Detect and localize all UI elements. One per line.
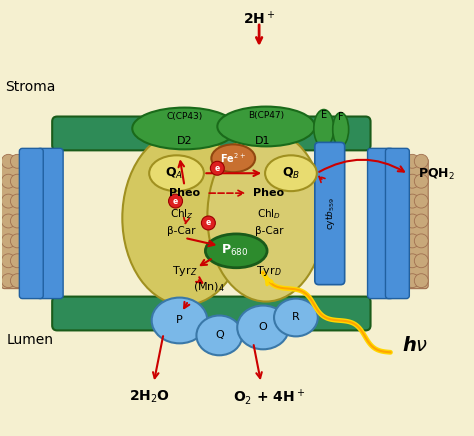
Circle shape (414, 154, 428, 168)
Circle shape (414, 214, 428, 228)
Circle shape (10, 254, 24, 268)
Text: β-Car: β-Car (167, 226, 196, 236)
Ellipse shape (274, 299, 318, 337)
FancyBboxPatch shape (405, 158, 428, 289)
Circle shape (10, 194, 24, 208)
Circle shape (405, 234, 419, 248)
FancyBboxPatch shape (385, 148, 410, 299)
Text: β-Car: β-Car (255, 226, 283, 236)
Circle shape (10, 274, 24, 288)
Circle shape (10, 214, 24, 228)
Text: Tyr$_Z$: Tyr$_Z$ (172, 264, 197, 278)
Ellipse shape (196, 316, 242, 355)
Ellipse shape (122, 131, 246, 305)
Circle shape (414, 234, 428, 248)
Circle shape (405, 154, 419, 168)
Ellipse shape (265, 155, 317, 191)
Circle shape (414, 174, 428, 188)
Text: e: e (206, 218, 211, 228)
Ellipse shape (333, 112, 349, 146)
FancyBboxPatch shape (52, 296, 371, 330)
Circle shape (210, 161, 224, 175)
Text: Q$_B$: Q$_B$ (282, 166, 300, 181)
Text: P$_{680}$: P$_{680}$ (220, 243, 248, 259)
Text: Pheo: Pheo (169, 188, 200, 198)
Text: e: e (173, 197, 178, 206)
Circle shape (405, 274, 419, 288)
Circle shape (405, 254, 419, 268)
Circle shape (1, 214, 15, 228)
Text: R: R (292, 313, 300, 323)
Text: O: O (259, 323, 267, 332)
Text: Pheo: Pheo (254, 188, 284, 198)
Text: Q$_A$: Q$_A$ (165, 166, 183, 181)
Ellipse shape (152, 298, 208, 344)
Ellipse shape (211, 144, 255, 172)
Text: Chl$_D$: Chl$_D$ (257, 207, 281, 221)
Text: Fe$^{2+}$: Fe$^{2+}$ (220, 151, 246, 165)
Ellipse shape (218, 106, 315, 146)
Ellipse shape (314, 109, 334, 147)
FancyBboxPatch shape (52, 116, 371, 150)
Text: 2H$_2$O: 2H$_2$O (129, 389, 170, 405)
Circle shape (1, 234, 15, 248)
Text: D1: D1 (255, 136, 271, 146)
Text: PQH$_2$: PQH$_2$ (418, 167, 455, 182)
FancyBboxPatch shape (367, 148, 393, 299)
Circle shape (1, 274, 15, 288)
Text: cyt$b_{559}$: cyt$b_{559}$ (324, 198, 337, 230)
Text: Stroma: Stroma (5, 80, 55, 94)
Circle shape (10, 154, 24, 168)
Text: Tyr$_D$: Tyr$_D$ (256, 264, 282, 278)
Text: F: F (338, 112, 344, 122)
Circle shape (1, 154, 15, 168)
Circle shape (414, 274, 428, 288)
Text: D2: D2 (177, 136, 192, 146)
Circle shape (10, 234, 24, 248)
Circle shape (405, 194, 419, 208)
FancyBboxPatch shape (315, 143, 345, 285)
Text: E: E (321, 109, 327, 119)
Circle shape (10, 174, 24, 188)
Text: O$_2$ + 4H$^+$: O$_2$ + 4H$^+$ (233, 387, 305, 407)
Text: e: e (215, 164, 220, 173)
Ellipse shape (132, 108, 237, 150)
Text: Lumen: Lumen (7, 334, 54, 347)
Circle shape (414, 254, 428, 268)
Text: h$\nu$: h$\nu$ (402, 336, 428, 355)
Circle shape (1, 174, 15, 188)
Circle shape (414, 194, 428, 208)
FancyBboxPatch shape (1, 158, 24, 289)
Ellipse shape (208, 130, 325, 302)
Circle shape (1, 194, 15, 208)
FancyBboxPatch shape (19, 148, 43, 299)
Circle shape (405, 174, 419, 188)
Ellipse shape (237, 306, 289, 349)
Text: 2H$^+$: 2H$^+$ (243, 10, 275, 27)
Text: P: P (176, 316, 183, 325)
Text: C(CP43): C(CP43) (166, 112, 202, 121)
Text: (Mn)$_4$: (Mn)$_4$ (193, 281, 225, 294)
Circle shape (1, 254, 15, 268)
Circle shape (405, 214, 419, 228)
Circle shape (201, 216, 215, 230)
Ellipse shape (149, 155, 204, 191)
FancyBboxPatch shape (37, 148, 63, 299)
Text: Q: Q (215, 330, 224, 341)
Text: Chl$_Z$: Chl$_Z$ (170, 207, 193, 221)
Circle shape (169, 194, 182, 208)
Ellipse shape (205, 234, 267, 268)
Text: B(CP47): B(CP47) (248, 111, 284, 120)
